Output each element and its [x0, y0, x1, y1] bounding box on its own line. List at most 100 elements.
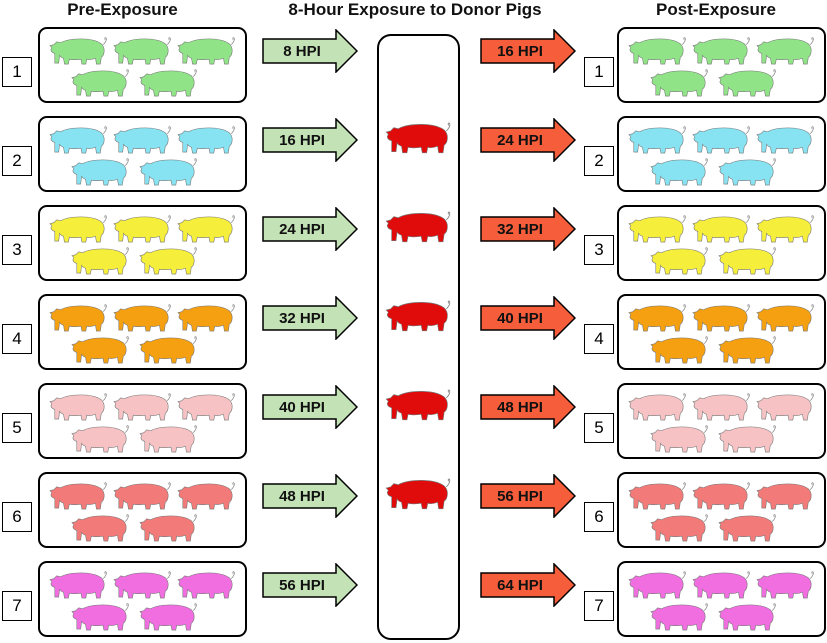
pig-icon: [691, 124, 753, 160]
donor-pig-icon: [384, 209, 454, 249]
pig-icon: [138, 245, 200, 281]
pre-exposure-group-box: [38, 294, 247, 370]
pig-icon: [112, 480, 174, 516]
pig-icon: [112, 569, 174, 605]
pig-icon: [717, 512, 779, 548]
pig-icon: [717, 156, 779, 192]
post-exposure-group-box: [617, 383, 826, 459]
arrow-shape: [480, 563, 576, 607]
arrow-shape: [262, 474, 358, 518]
pig-icon: [138, 67, 200, 103]
pre-exposure-group-box: [38, 472, 247, 548]
pre-exposure-arrow: 48 HPI: [262, 474, 358, 518]
exposure-header: 8-Hour Exposure to Donor Pigs: [288, 0, 542, 19]
pig-icon: [691, 302, 753, 338]
pig-icon: [176, 480, 238, 516]
arrow-label: 8 HPI: [283, 42, 321, 60]
pre-exposure-arrow: 16 HPI: [262, 118, 358, 162]
pre-exposure-group-box: [38, 205, 247, 281]
pig-icon: [649, 67, 711, 103]
post-exposure-group-box: [617, 472, 826, 548]
group-number-post: 7: [584, 591, 614, 621]
pig-icon: [691, 569, 753, 605]
arrow-label: 16 HPI: [279, 131, 325, 149]
pig-icon: [138, 601, 200, 637]
post-exposure-arrow: 56 HPI: [480, 474, 576, 518]
pig-icon: [755, 569, 817, 605]
pig-icon: [138, 334, 200, 370]
group-number-pre: 2: [2, 146, 32, 176]
arrow-label: 48 HPI: [497, 398, 543, 416]
group-number-post: 6: [584, 502, 614, 532]
pre-exposure-group-box: [38, 27, 247, 103]
group-number-post: 1: [584, 57, 614, 87]
group-number-pre: 6: [2, 502, 32, 532]
pig-icon: [717, 245, 779, 281]
arrow-label: 40 HPI: [279, 398, 325, 416]
donor-pig-icon: [384, 387, 454, 427]
pig-icon: [627, 480, 689, 516]
pre-exposure-group-box: [38, 561, 247, 637]
post-exposure-arrow: 32 HPI: [480, 207, 576, 251]
pig-icon: [627, 124, 689, 160]
pig-icon: [176, 569, 238, 605]
arrow-shape: [262, 118, 358, 162]
arrow-label: 48 HPI: [279, 487, 325, 505]
pig-icon: [691, 391, 753, 427]
pig-icon: [70, 423, 132, 459]
pig-icon: [112, 302, 174, 338]
donor-pig-icon: [384, 298, 454, 338]
pre-exposure-arrow: 24 HPI: [262, 207, 358, 251]
arrow-shape: [262, 563, 358, 607]
pig-icon: [70, 67, 132, 103]
arrow-shape: [262, 385, 358, 429]
pig-icon: [176, 35, 238, 71]
group-number-pre: 5: [2, 413, 32, 443]
arrow-shape: [480, 474, 576, 518]
pig-icon: [691, 213, 753, 249]
arrow-label: 24 HPI: [279, 220, 325, 238]
arrow-shape: [262, 29, 358, 73]
pig-icon: [70, 512, 132, 548]
pig-icon: [176, 213, 238, 249]
arrow-label: 56 HPI: [497, 487, 543, 505]
pig-icon: [138, 423, 200, 459]
pig-icon: [48, 569, 110, 605]
post-exposure-group-box: [617, 27, 826, 103]
pig-icon: [176, 302, 238, 338]
pig-icon: [70, 601, 132, 637]
pig-icon: [70, 245, 132, 281]
group-number-post: 4: [584, 324, 614, 354]
arrow-shape: [480, 207, 576, 251]
pig-icon: [112, 35, 174, 71]
pig-icon: [627, 213, 689, 249]
pig-icon: [755, 35, 817, 71]
arrow-shape: [262, 296, 358, 340]
arrow-label: 56 HPI: [279, 576, 325, 594]
arrow-label: 40 HPI: [497, 309, 543, 327]
pig-icon: [691, 35, 753, 71]
post-exposure-arrow: 64 HPI: [480, 563, 576, 607]
group-number-post: 3: [584, 235, 614, 265]
group-number-pre: 1: [2, 57, 32, 87]
pig-icon: [48, 302, 110, 338]
pig-icon: [649, 512, 711, 548]
pig-icon: [717, 601, 779, 637]
arrow-shape: [480, 118, 576, 162]
pig-icon: [48, 213, 110, 249]
pig-icon: [112, 124, 174, 160]
group-number-pre: 3: [2, 235, 32, 265]
pre-exposure-arrow: 56 HPI: [262, 563, 358, 607]
pig-icon: [48, 480, 110, 516]
pig-icon: [627, 569, 689, 605]
pig-icon: [138, 156, 200, 192]
group-number-post: 5: [584, 413, 614, 443]
pig-icon: [649, 245, 711, 281]
arrow-label: 64 HPI: [497, 576, 543, 594]
pig-icon: [755, 302, 817, 338]
pig-icon: [755, 124, 817, 160]
pig-icon: [755, 213, 817, 249]
arrow-label: 32 HPI: [279, 309, 325, 327]
arrow-label: 16 HPI: [497, 42, 543, 60]
pig-icon: [627, 391, 689, 427]
